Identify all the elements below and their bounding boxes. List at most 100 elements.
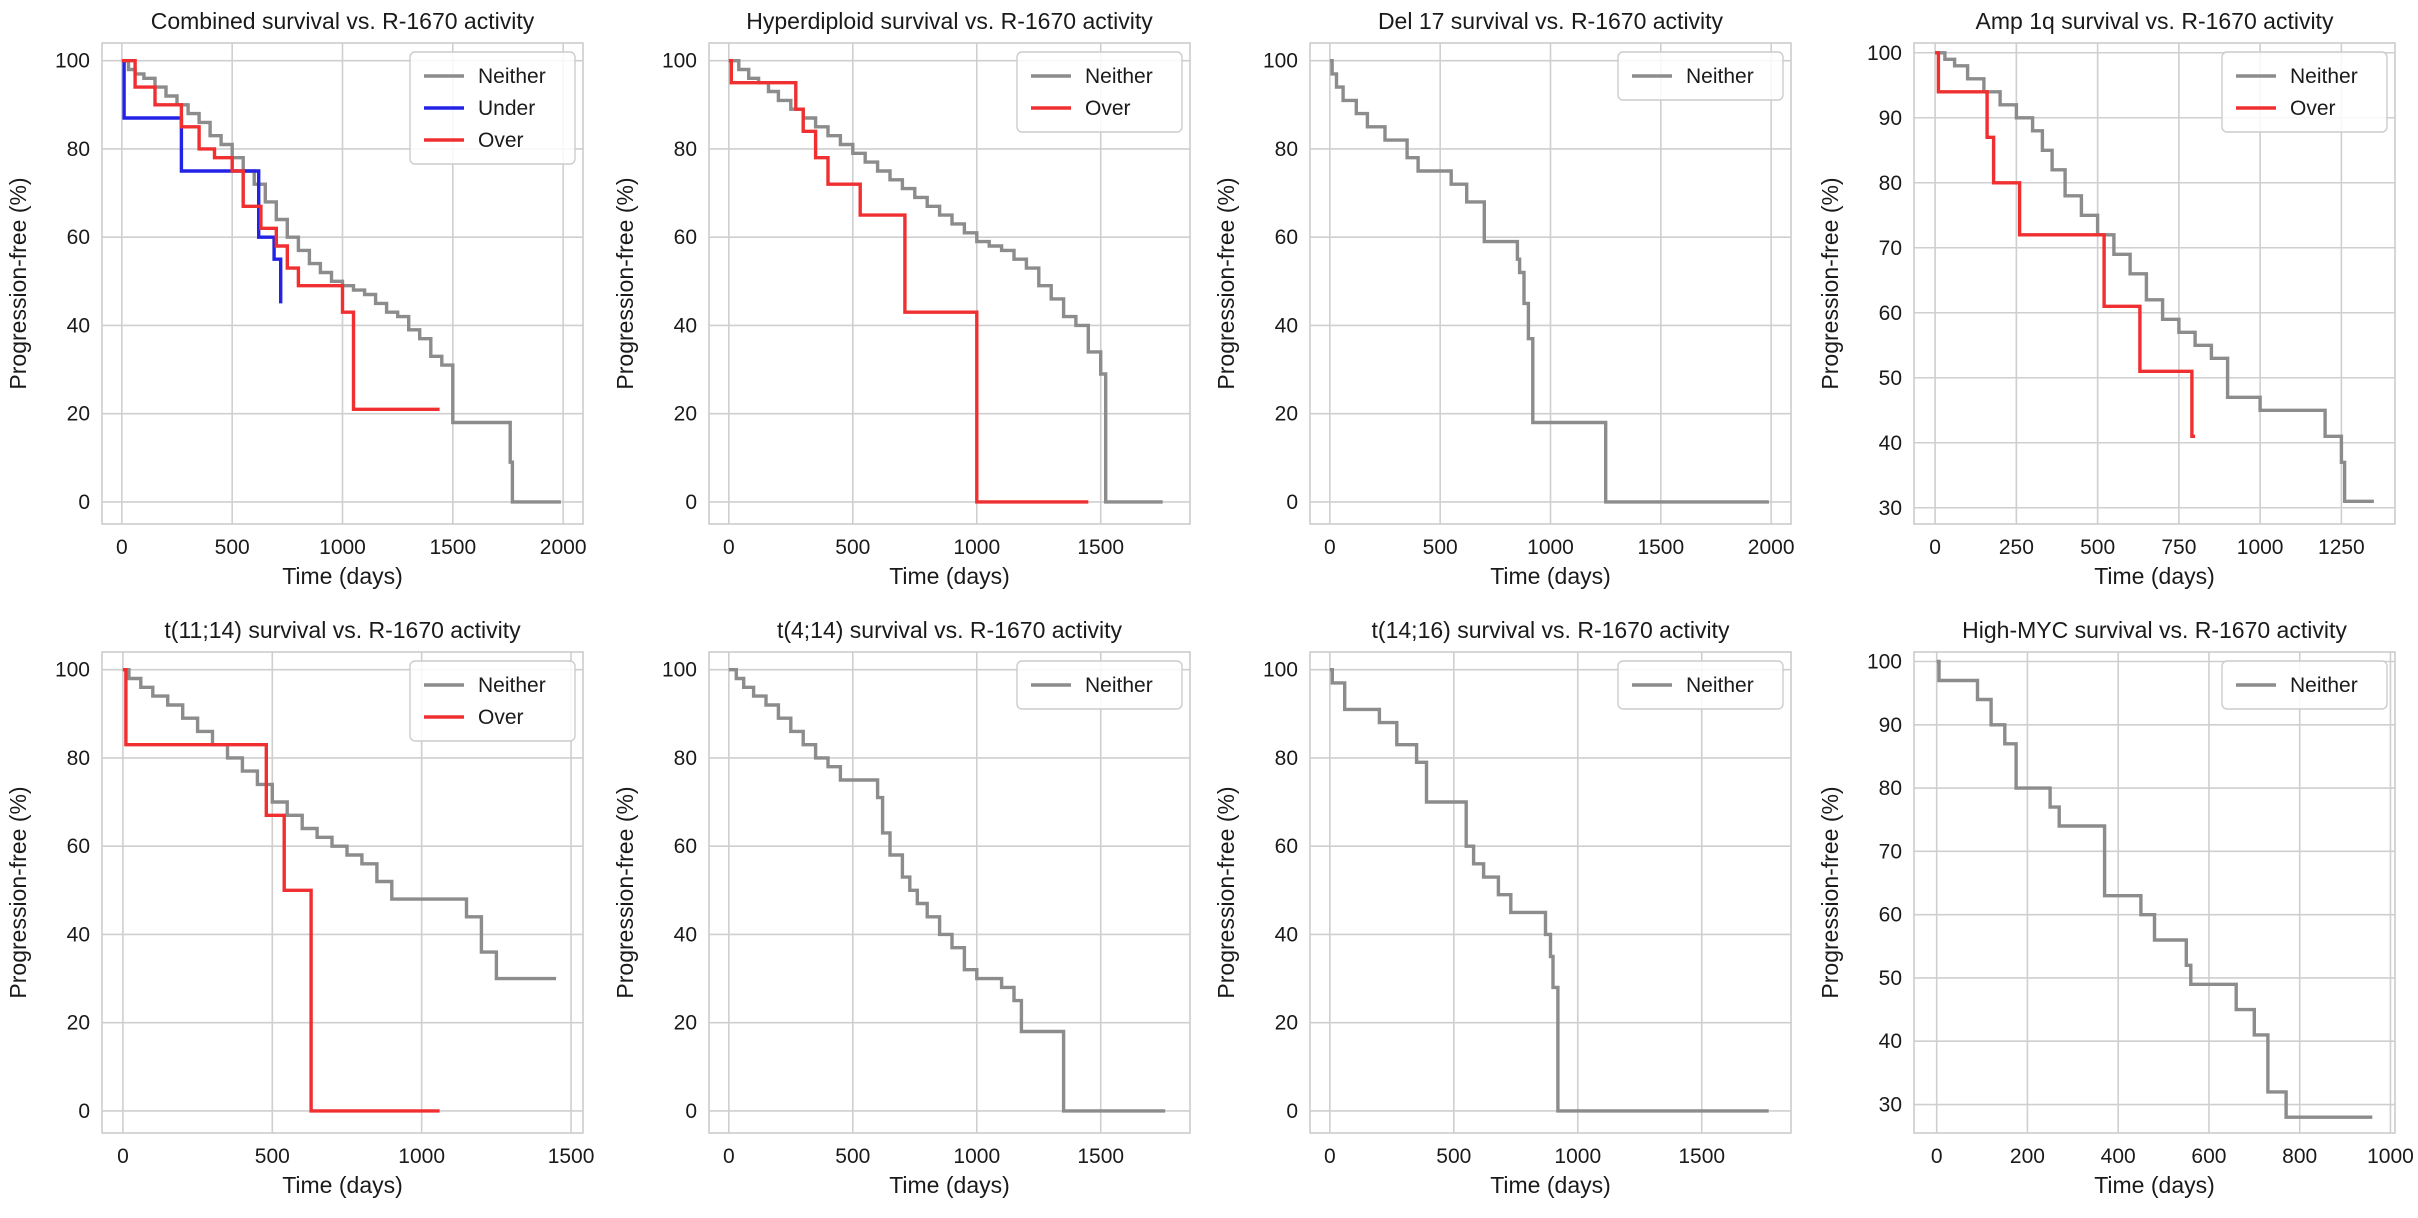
- chart-3-xtick-label: 500: [1423, 536, 1458, 559]
- chart-1-ylabel: Progression-free (%): [5, 177, 31, 389]
- chart-8: 0 200 400 600 800 1000 30 40 50 60 70 80 90 100 High-M…: [1817, 617, 2414, 1198]
- chart-1-xlabel: Time (days): [282, 563, 403, 589]
- chart-3-frame: [1309, 42, 1792, 525]
- chart-7-legend-box: [1617, 660, 1784, 710]
- chart-8-ytick-label: 90: [1879, 714, 1902, 737]
- chart-6-ytick-label: 40: [674, 923, 697, 946]
- chart-5: 0 500 1000 1500 0 20 40 60 80 100 t(11;14) surviva…: [5, 617, 594, 1198]
- chart-2-series-neither: [728, 59, 1163, 504]
- chart-4-xtick-label: 250: [1999, 536, 2034, 559]
- chart-5-frame: [101, 651, 584, 1134]
- chart-8-legend-label-neither: Neither: [2290, 674, 2358, 697]
- chart-6-series-neither: [728, 668, 1166, 1113]
- chart-4-series-over: [1935, 51, 2196, 438]
- chart-5-ytick-label: 40: [67, 923, 90, 946]
- chart-4-xtick-label: 500: [2080, 536, 2115, 559]
- chart-6-xtick-label: 1500: [1077, 1145, 1124, 1168]
- chart-6-ytick-label: 60: [674, 835, 697, 858]
- chart-1-frame: [101, 42, 584, 525]
- chart-6-ytick-label: 20: [674, 1012, 697, 1035]
- chart-8-legend-box: [2221, 660, 2388, 710]
- chart-3-series-neither: [1329, 59, 1769, 504]
- chart-7-legend-label-neither: Neither: [1686, 674, 1754, 697]
- chart-6-legend-box: [1016, 660, 1183, 710]
- chart-1-series-neither: [121, 59, 561, 504]
- chart-1-xtick-label: 2000: [540, 536, 587, 559]
- chart-6-xlabel: Time (days): [889, 1172, 1010, 1198]
- chart-2-xtick-label: 1500: [1077, 536, 1124, 559]
- chart-8-ytick-label: 60: [1879, 904, 1902, 927]
- chart-2-ytick-label: 20: [674, 403, 697, 426]
- chart-7-ytick-label: 0: [1286, 1100, 1298, 1123]
- chart-7-xlabel: Time (days): [1490, 1172, 1611, 1198]
- chart-4-legend-box: [2221, 51, 2388, 133]
- chart-7: 0 500 1000 1500 0 20 40 60 80 100 t(14;16) surviva…: [1213, 617, 1792, 1198]
- chart-7-ylabel: Progression-free (%): [1213, 786, 1239, 998]
- chart-7-legend: Neither: [1617, 660, 1784, 710]
- chart-1: 0 500 1000 1500 2000 0 20 40 60 80 100 Combined sur…: [5, 8, 587, 589]
- chart-4-ytick-label: 40: [1879, 432, 1902, 455]
- chart-1-legend-label-neither: Neither: [478, 65, 546, 88]
- chart-7-xtick-label: 1500: [1678, 1145, 1725, 1168]
- chart-4-xtick-label: 1250: [2318, 536, 2365, 559]
- chart-2-xtick-label: 1000: [953, 536, 1000, 559]
- chart-8-legend: Neither: [2221, 660, 2388, 710]
- chart-8-xtick-label: 400: [2101, 1145, 2136, 1168]
- chart-7-ytick-label: 100: [1263, 659, 1298, 682]
- chart-3-xtick-label: 2000: [1748, 536, 1795, 559]
- chart-5-ytick-label: 100: [55, 659, 90, 682]
- chart-1-xtick-label: 1000: [319, 536, 366, 559]
- chart-4-ylabel: Progression-free (%): [1817, 177, 1843, 389]
- chart-3-legend-label-neither: Neither: [1686, 65, 1754, 88]
- chart-5-series-over: [122, 668, 440, 1113]
- chart-7-ytick-label: 20: [1275, 1012, 1298, 1035]
- chart-6-xtick-label: 0: [723, 1145, 735, 1168]
- chart-8-ytick-label: 80: [1879, 777, 1902, 800]
- chart-2-xtick-label: 500: [835, 536, 870, 559]
- chart-4-ytick-label: 90: [1879, 107, 1902, 130]
- chart-6-ytick-label: 80: [674, 747, 697, 770]
- chart-5-ytick-label: 60: [67, 835, 90, 858]
- chart-3-legend: Neither: [1617, 51, 1784, 101]
- chart-2-ytick-label: 0: [685, 491, 697, 514]
- chart-5-ytick-label: 20: [67, 1012, 90, 1035]
- chart-5-xlabel: Time (days): [282, 1172, 403, 1198]
- chart-2-frame: [708, 42, 1191, 525]
- chart-6-title: t(4;14) survival vs. R-1670 activity: [777, 617, 1123, 643]
- chart-5-legend-box: [409, 660, 576, 742]
- chart-6-ytick-label: 100: [662, 659, 697, 682]
- chart-8-title: High-MYC survival vs. R-1670 activity: [1962, 617, 2347, 643]
- chart-2-xtick-label: 0: [723, 536, 735, 559]
- chart-8-xtick-label: 800: [2282, 1145, 2317, 1168]
- chart-3: 0 500 1000 1500 2000 0 20 40 60 80 100 Del 17 survi…: [1213, 8, 1795, 589]
- chart-7-ytick-label: 80: [1275, 747, 1298, 770]
- chart-6-frame: [708, 651, 1191, 1134]
- chart-2-ytick-label: 60: [674, 226, 697, 249]
- chart-2-legend: Neither Over: [1016, 51, 1183, 133]
- chart-1-legend-label-over: Over: [478, 129, 524, 152]
- chart-2-ytick-label: 100: [662, 50, 697, 73]
- chart-4-frame: [1913, 42, 2396, 525]
- chart-5-ytick-label: 0: [78, 1100, 90, 1123]
- chart-4-xtick-label: 0: [1929, 536, 1941, 559]
- chart-1-xtick-label: 1500: [429, 536, 476, 559]
- chart-3-title: Del 17 survival vs. R-1670 activity: [1378, 8, 1724, 34]
- chart-1-ytick-label: 0: [78, 491, 90, 514]
- chart-6: 0 500 1000 1500 0 20 40 60 80 100 t(4;14) survival…: [612, 617, 1191, 1198]
- chart-5-title: t(11;14) survival vs. R-1670 activity: [164, 617, 521, 643]
- chart-8-xlabel: Time (days): [2094, 1172, 2215, 1198]
- chart-5-ytick-label: 80: [67, 747, 90, 770]
- chart-1-title: Combined survival vs. R-1670 activity: [151, 8, 535, 34]
- chart-8-frame: [1913, 651, 2396, 1134]
- chart-1-series-under: [121, 59, 283, 304]
- chart-5-series-neither: [122, 668, 557, 981]
- chart-7-xtick-label: 0: [1324, 1145, 1336, 1168]
- chart-2-ytick-label: 40: [674, 314, 697, 337]
- chart-6-legend: Neither: [1016, 660, 1183, 710]
- chart-7-ytick-label: 40: [1275, 923, 1298, 946]
- chart-8-xtick-label: 600: [2191, 1145, 2226, 1168]
- chart-6-xtick-label: 500: [835, 1145, 870, 1168]
- chart-1-legend: Neither Under Over: [409, 51, 576, 165]
- chart-4-ytick-label: 50: [1879, 367, 1902, 390]
